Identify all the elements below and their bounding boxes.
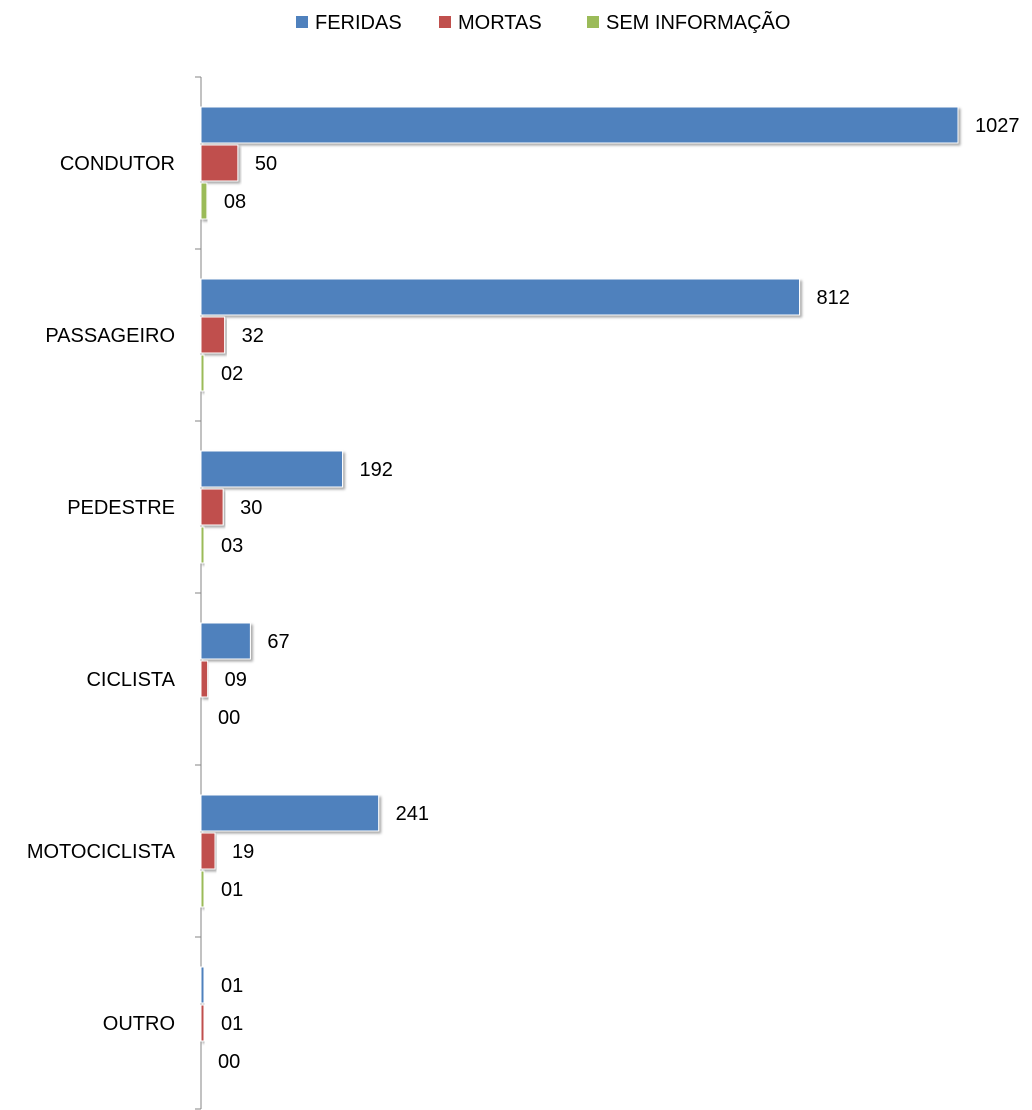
bar-mortas-pedestre — [200, 488, 224, 526]
data-label-sem-informacao-outro: 00 — [218, 1051, 240, 1073]
data-label-mortas-condutor: 50 — [255, 153, 277, 175]
data-label-feridas-outro: 01 — [221, 975, 243, 997]
bar-mortas-condutor — [200, 144, 239, 182]
data-label-feridas-motociclista: 241 — [396, 803, 429, 825]
bar-feridas-motociclista — [200, 794, 380, 832]
data-label-mortas-outro: 01 — [221, 1013, 243, 1035]
category-label-motociclista: MOTOCICLISTA — [27, 841, 176, 863]
category-label-condutor: CONDUTOR — [60, 153, 175, 175]
legend: FERIDAS MORTAS SEM INFORMAÇÃO — [296, 10, 790, 34]
bar-sem-informacao-pedestre — [200, 526, 205, 564]
bar-mortas-motociclista — [200, 832, 216, 870]
data-label-feridas-condutor: 1027 — [975, 115, 1020, 137]
data-label-mortas-ciclista: 09 — [225, 669, 247, 691]
bar-mortas-outro — [200, 1004, 205, 1042]
bar-mortas-passageiro — [200, 316, 226, 354]
plot-area: CONDUTOR 1027 50 08 PASSAGEIRO 812 32 02 PEDESTR… — [27, 76, 1020, 1110]
data-label-mortas-passageiro: 32 — [242, 325, 264, 347]
category-label-ciclista: CICLISTA — [86, 669, 175, 691]
data-label-sem-informacao-ciclista: 00 — [218, 707, 240, 729]
data-label-feridas-ciclista: 67 — [267, 631, 289, 653]
legend-label-sem-informacao: SEM INFORMAÇÃO — [606, 10, 790, 34]
bar-sem-informacao-condutor — [200, 182, 208, 220]
category-label-outro: OUTRO — [103, 1013, 175, 1035]
category-label-passageiro: PASSAGEIRO — [45, 325, 175, 347]
category-label-pedestre: PEDESTRE — [67, 497, 175, 519]
data-label-feridas-passageiro: 812 — [817, 287, 850, 309]
legend-swatch-feridas — [296, 16, 308, 28]
legend-swatch-sem-informacao — [587, 16, 599, 28]
data-label-mortas-pedestre: 30 — [240, 497, 262, 519]
data-label-sem-informacao-pedestre: 03 — [221, 535, 243, 557]
bar-feridas-condutor — [200, 106, 959, 144]
data-label-mortas-motociclista: 19 — [232, 841, 254, 863]
bar-mortas-ciclista — [200, 660, 209, 698]
legend-label-mortas: MORTAS — [458, 12, 542, 34]
data-label-sem-informacao-motociclista: 01 — [221, 879, 243, 901]
bar-sem-informacao-motociclista — [200, 870, 205, 908]
bar-feridas-pedestre — [200, 450, 344, 488]
bar-feridas-ciclista — [200, 622, 251, 660]
data-label-sem-informacao-condutor: 08 — [224, 191, 246, 213]
bar-sem-informacao-passageiro — [200, 354, 205, 392]
legend-label-feridas: FERIDAS — [315, 12, 402, 34]
bar-feridas-outro — [200, 966, 205, 1004]
legend-swatch-mortas — [439, 16, 451, 28]
data-label-feridas-pedestre: 192 — [360, 459, 393, 481]
data-label-sem-informacao-passageiro: 02 — [221, 363, 243, 385]
bar-feridas-passageiro — [200, 278, 801, 316]
